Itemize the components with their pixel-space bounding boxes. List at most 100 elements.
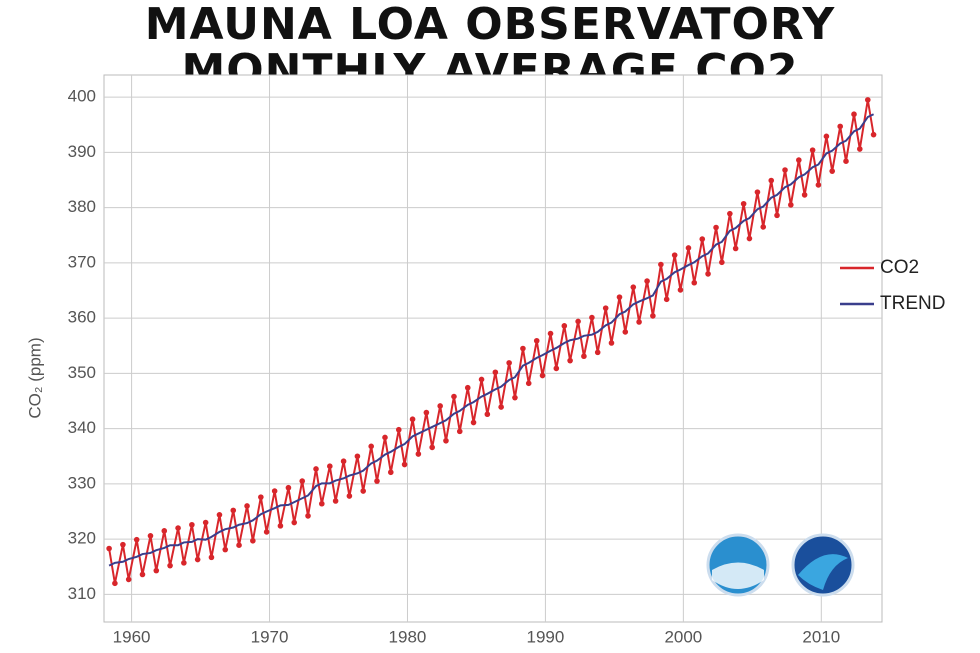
data-point [520, 345, 526, 352]
data-point [374, 478, 380, 484]
y-tick-label: 370 [68, 252, 96, 271]
data-point [340, 458, 347, 465]
data-point [106, 545, 112, 552]
data-point [429, 444, 435, 451]
data-point [782, 167, 788, 173]
data-point [277, 523, 284, 529]
data-point [382, 434, 388, 441]
data-point [754, 189, 761, 195]
data-point [216, 512, 223, 518]
data-point [437, 403, 443, 409]
y-tick-label: 330 [68, 473, 96, 492]
data-point [484, 411, 491, 418]
data-point [622, 329, 629, 335]
noaa-logos [706, 533, 855, 597]
data-point [512, 394, 518, 401]
data-point [354, 453, 361, 460]
data-point [409, 416, 416, 423]
data-point [815, 182, 822, 188]
data-point [423, 409, 430, 416]
y-axis-label: CO₂ (ppm) [25, 337, 44, 418]
data-point [539, 372, 546, 379]
data-point [360, 488, 366, 494]
data-point [671, 252, 678, 258]
data-point [870, 131, 877, 138]
data-point [230, 507, 237, 514]
data-point [685, 245, 692, 251]
data-point [271, 488, 278, 494]
data-point [843, 158, 849, 164]
data-point [120, 541, 126, 548]
y-tick-label: 320 [68, 529, 96, 548]
legend-label: TREND [880, 293, 945, 314]
x-tick-label: 2000 [664, 627, 702, 646]
logo-bird [798, 554, 848, 590]
data-point [244, 503, 250, 509]
x-tick-label: 1960 [113, 627, 151, 646]
data-point [644, 278, 650, 284]
data-point [746, 235, 753, 242]
legend-label: CO2 [880, 257, 919, 278]
x-tick-label: 1980 [389, 627, 427, 646]
data-point [823, 133, 830, 140]
chart-title: MAUNA LOA OBSERVATORY MONTHLY AVERAGE CO… [0, 2, 980, 94]
data-point [194, 556, 201, 563]
data-point [470, 419, 477, 426]
data-point [768, 177, 775, 184]
data-point [395, 426, 402, 433]
x-tick-label: 1990 [527, 627, 565, 646]
data-point [533, 337, 540, 344]
data-point [139, 571, 146, 578]
series-line [108, 99, 875, 584]
data-point [451, 393, 457, 400]
data-point [181, 560, 187, 566]
y-tick-label: 310 [68, 584, 96, 603]
data-point [801, 192, 808, 198]
title-line: MAUNA LOA OBSERVATORY [144, 0, 836, 50]
data-point [147, 533, 154, 539]
data-point [112, 580, 118, 587]
data-point [208, 554, 215, 561]
grid [104, 75, 882, 622]
data-point [387, 469, 394, 476]
data-point [492, 369, 499, 376]
data-point [464, 384, 471, 391]
data-point [327, 463, 333, 469]
marks [106, 97, 877, 587]
y-tick-label: 360 [68, 308, 96, 327]
data-point [589, 314, 595, 321]
data-point [809, 147, 816, 153]
data-point [575, 318, 581, 325]
data-point [299, 478, 306, 484]
data-point [713, 224, 719, 231]
data-point [864, 97, 871, 103]
data-point [727, 210, 733, 217]
data-point [236, 542, 242, 548]
data-point [250, 537, 256, 544]
data-point [796, 157, 802, 163]
data-point [594, 349, 601, 356]
logo-wave [712, 562, 764, 589]
data-point [581, 353, 587, 360]
data-point [456, 428, 463, 435]
data-point [837, 123, 844, 130]
data-point [285, 484, 292, 491]
data-point [305, 513, 311, 519]
data-point [125, 576, 132, 583]
data-point [851, 111, 857, 118]
x-tick-label: 2010 [802, 627, 840, 646]
data-point [498, 404, 504, 410]
data-point [732, 245, 739, 252]
data-point [161, 528, 168, 534]
data-point [202, 519, 209, 526]
data-point [636, 319, 642, 325]
y-tick-label: 350 [68, 363, 96, 382]
data-point [415, 451, 422, 457]
y-tick-label: 380 [68, 197, 96, 216]
series-line [108, 113, 875, 567]
data-point [699, 236, 706, 242]
data-point [478, 376, 485, 383]
data-point [856, 146, 863, 152]
data-point [443, 437, 449, 444]
